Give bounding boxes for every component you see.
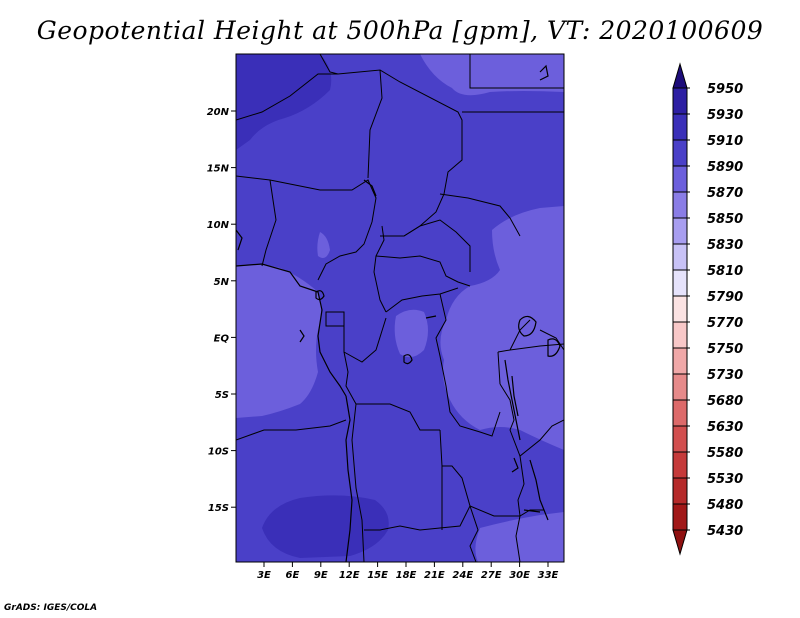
colorbar-segment [672,451,688,479]
colorbar-segment [672,347,688,375]
colorbar-level-label: 5580 [707,446,743,461]
colorbar-level-label: 5830 [707,238,743,253]
lat-tick-label: 15N [207,164,230,175]
colorbar-level-label: 5750 [707,342,743,357]
colorbar-segment [672,269,688,297]
grads-credit: GrADS: IGES/COLA [4,603,98,613]
lon-tick-label: 30E [509,570,530,581]
lon-tick-label: 33E [538,570,559,581]
colorbar-level-label: 5790 [707,290,743,305]
colorbar-level-label: 5930 [707,108,743,123]
colorbar-level-label: 5910 [707,134,743,149]
lon-tick-label: 3E [257,570,271,581]
colorbar-level-label: 5530 [707,472,743,487]
lat-tick-label: 5N [214,277,230,288]
colorbar-segment [672,165,688,193]
colorbar-bottom-arrow [672,529,688,556]
colorbar-level-label: 5630 [707,420,743,435]
colorbar-level-label: 5770 [707,316,743,331]
lon-tick-label: 18E [396,570,417,581]
coastlines-lakes [236,64,561,562]
colorbar-segment [672,87,688,115]
colorbar-level-label: 5850 [707,212,743,227]
colorbar-segment [672,425,688,453]
colorbar-segment [672,503,688,531]
latitude-ticks: 20N 15N 10N 5N EQ 5S 10S 15S [207,107,236,514]
lon-tick-label: 27E [481,570,502,581]
colorbar-top-arrow [672,62,688,89]
lon-tick-label: 15E [367,570,388,581]
colorbar-level-label: 5950 [707,82,743,97]
colorbar-segment [672,373,688,401]
map-title: Geopotential Height at 500hPa [gpm], VT:… [36,16,764,45]
colorbar-segment [672,139,688,167]
contour-5870-region-east [440,206,564,450]
colorbar: 5950 5930 5910 5890 5870 5850 5830 5810 5790 5770… [672,62,743,556]
lat-tick-label: 10S [208,447,229,458]
lat-tick-label: 20N [207,107,230,118]
contour-5870-region-west [236,264,321,418]
lon-tick-label: 6E [286,570,300,581]
colorbar-level-label: 5810 [707,264,743,279]
contour-5870-region-northeast [420,54,564,96]
contour-5930-region-northwest [236,54,332,150]
lon-tick-label: 24E [452,570,473,581]
colorbar-segment [672,191,688,219]
contour-5870-region-west-patch [317,232,330,258]
colorbar-segment [672,477,688,505]
colorbar-segment [672,217,688,245]
colorbar-level-label: 5480 [707,498,743,513]
lat-tick-label: 10N [207,220,230,231]
lat-tick-label: 5S [215,390,229,401]
height-field [236,54,564,562]
lon-tick-label: 9E [314,570,328,581]
country-boundaries [236,54,564,562]
map-frame [235,53,565,563]
contour-5870-region-central [394,309,428,358]
lon-tick-label: 12E [339,570,360,581]
colorbar-segment [672,243,688,271]
lon-tick-label: 21E [424,570,445,581]
colorbar-level-label: 5430 [707,524,743,539]
lat-tick-label: 15S [208,503,229,514]
lat-tick-label: EQ [214,333,230,344]
colorbar-level-label: 5890 [707,160,743,175]
colorbar-level-label: 5870 [707,186,743,201]
contour-5870-region-southeast [475,512,564,562]
colorbar-segment [672,399,688,427]
colorbar-level-label: 5730 [707,368,743,383]
colorbar-segment [672,113,688,141]
colorbar-level-label: 5680 [707,394,743,409]
colorbar-segment [672,321,688,349]
colorbar-segment [672,295,688,323]
contour-5930-region-south [262,495,389,558]
longitude-ticks: 3E 6E 9E 12E 15E 18E 21E 24E 27E 30E 33E [257,562,559,581]
